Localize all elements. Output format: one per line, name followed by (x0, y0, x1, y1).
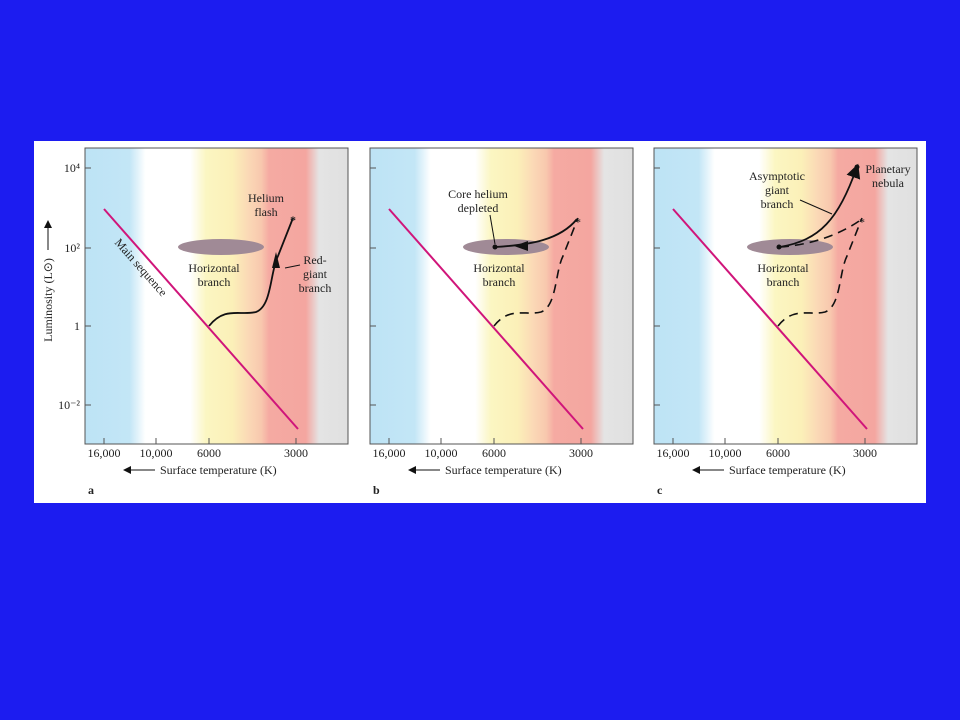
plot-area (84, 147, 349, 445)
horizontal-branch-label: Horizontal (188, 261, 240, 275)
horizontal-branch-label: branch (198, 275, 231, 289)
x-axis-label: Surface temperature (K) (445, 463, 562, 477)
red-giant-track (493, 217, 579, 327)
helium-flash-label: flash (254, 205, 277, 219)
x-tick-label: 3000 (284, 446, 308, 460)
agb-label: branch (761, 197, 794, 211)
x-axis-label: Surface temperature (K) (160, 463, 277, 477)
helium-burning-track (779, 218, 863, 248)
plot-area (369, 147, 634, 445)
red-giant-branch-label: Red- (303, 253, 326, 267)
helium-flash-star: * (859, 215, 865, 229)
planetary-nebula-label: nebula (872, 176, 905, 190)
x-tick-label: 6000 (197, 446, 221, 460)
red-giant-track (777, 217, 863, 327)
leader (489, 214, 496, 245)
x-tick-label: 10,000 (425, 446, 458, 460)
panel-label: b (373, 483, 380, 497)
agb-track (779, 163, 861, 248)
helium-flash-star: * (575, 215, 581, 229)
horizontal-branch-label: Horizontal (473, 261, 525, 275)
planetary-nebula-label: Planetary (865, 162, 910, 176)
leader (284, 264, 301, 269)
horizontal-branch-label: Horizontal (757, 261, 809, 275)
x-axis-label: Surface temperature (K) (729, 463, 846, 477)
y-axis-label: Luminosity (L⊙) (41, 258, 55, 342)
y-tick-label: 1 (74, 319, 80, 333)
horizontal-branch-region (178, 239, 264, 255)
x-tick-label: 10,000 (709, 446, 742, 460)
leader (799, 199, 833, 215)
core-helium-depleted-label: depleted (458, 201, 499, 215)
x-tick-label: 16,000 (373, 446, 406, 460)
y-tick-label: 10⁻² (58, 398, 80, 412)
x-tick-label: 3000 (569, 446, 593, 460)
horizontal-branch-label: branch (483, 275, 516, 289)
red-giant-branch-label: branch (299, 281, 332, 295)
planetary-nebula-dot (854, 164, 860, 170)
main-sequence (103, 208, 299, 430)
y-tick-label: 10² (64, 241, 80, 255)
x-tick-label: 6000 (766, 446, 790, 460)
x-tick-label: 16,000 (657, 446, 690, 460)
red-giant-branch-label: giant (303, 267, 328, 281)
track-arrow (514, 241, 528, 251)
helium-flash-label: Helium (248, 191, 285, 205)
x-tick-label: 3000 (853, 446, 877, 460)
main-sequence (672, 208, 868, 430)
star-dot (776, 244, 782, 250)
x-tick-label: 10,000 (140, 446, 173, 460)
core-helium-depleted-label: Core helium (448, 187, 508, 201)
x-tick-label: 16,000 (88, 446, 121, 460)
agb-label: giant (765, 183, 790, 197)
helium-burning-track (494, 218, 578, 248)
agb-label: Asymptotic (749, 169, 805, 183)
panel-label: a (88, 483, 94, 497)
main-sequence (388, 208, 584, 430)
helium-flash-star: * (290, 213, 296, 227)
horizontal-branch-label: branch (767, 275, 800, 289)
x-tick-label: 6000 (482, 446, 506, 460)
track-arrow (272, 252, 280, 268)
horizontal-branch-region (747, 239, 833, 255)
plot-area (653, 147, 918, 445)
panel-label: c (657, 483, 663, 497)
y-tick-label: 10⁴ (64, 161, 80, 175)
